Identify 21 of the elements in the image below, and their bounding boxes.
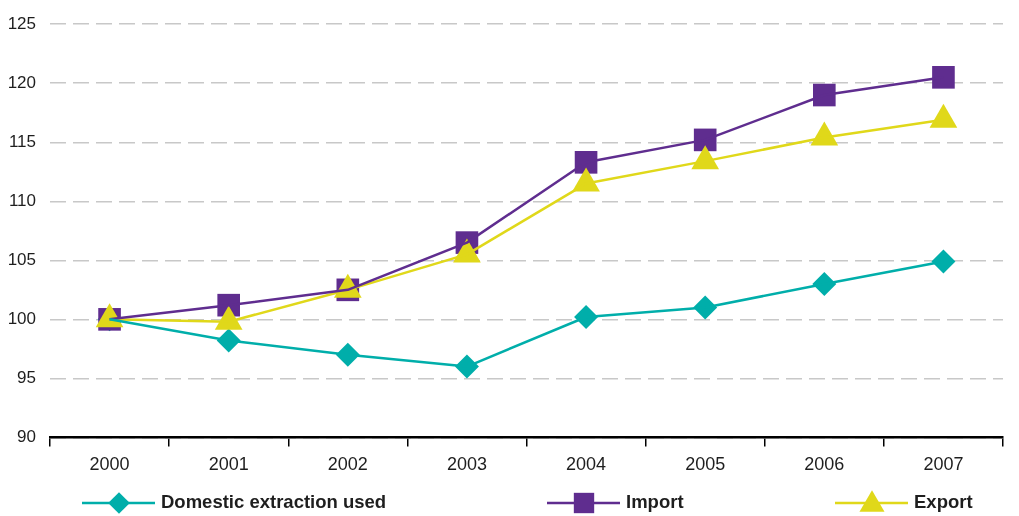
legend-label: Domestic extraction used [161,491,387,513]
legend-label: Import [626,491,684,513]
x-tick-label: 2000 [89,454,130,475]
x-tick-label: 2005 [685,454,726,475]
y-tick-label: 105 [7,250,36,269]
y-tick-label: 120 [7,72,36,92]
y-tick-label: 95 [17,368,36,388]
y-tick-label: 115 [8,131,36,151]
y-tick-label: 100 [7,309,36,329]
y-tick-label: 125 [7,13,36,33]
x-tick-label: 2001 [208,454,249,475]
point [932,66,955,89]
x-tick-label: 2002 [327,454,368,475]
x-tick-label: 2004 [566,454,607,475]
legend-label: Export [914,491,973,513]
x-tick-label: 2003 [446,454,487,475]
x-tick-label: 2006 [804,454,845,475]
y-tick-label: 90 [17,427,36,447]
y-tick-label: 110 [8,190,36,210]
point [931,249,956,274]
x-tick-label: 2007 [923,454,964,475]
